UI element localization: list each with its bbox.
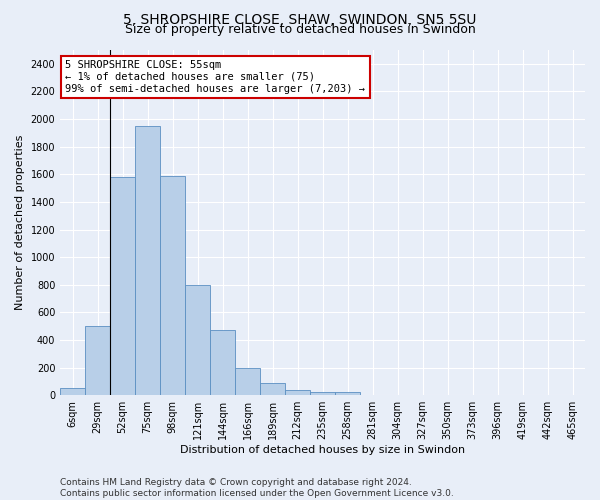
Bar — [185, 284, 210, 395]
Bar — [235, 368, 260, 395]
Y-axis label: Number of detached properties: Number of detached properties — [15, 135, 25, 310]
Bar — [135, 126, 160, 395]
Text: Size of property relative to detached houses in Swindon: Size of property relative to detached ho… — [125, 22, 475, 36]
Text: Contains HM Land Registry data © Crown copyright and database right 2024.
Contai: Contains HM Land Registry data © Crown c… — [60, 478, 454, 498]
Bar — [160, 176, 185, 395]
Bar — [335, 392, 360, 395]
Bar — [310, 392, 335, 395]
Bar — [85, 326, 110, 395]
Bar — [60, 388, 85, 395]
Bar — [260, 383, 285, 395]
X-axis label: Distribution of detached houses by size in Swindon: Distribution of detached houses by size … — [180, 445, 465, 455]
Bar — [285, 390, 310, 395]
Bar — [210, 330, 235, 395]
Text: 5 SHROPSHIRE CLOSE: 55sqm
← 1% of detached houses are smaller (75)
99% of semi-d: 5 SHROPSHIRE CLOSE: 55sqm ← 1% of detach… — [65, 60, 365, 94]
Bar — [110, 177, 135, 395]
Text: 5, SHROPSHIRE CLOSE, SHAW, SWINDON, SN5 5SU: 5, SHROPSHIRE CLOSE, SHAW, SWINDON, SN5 … — [124, 12, 476, 26]
